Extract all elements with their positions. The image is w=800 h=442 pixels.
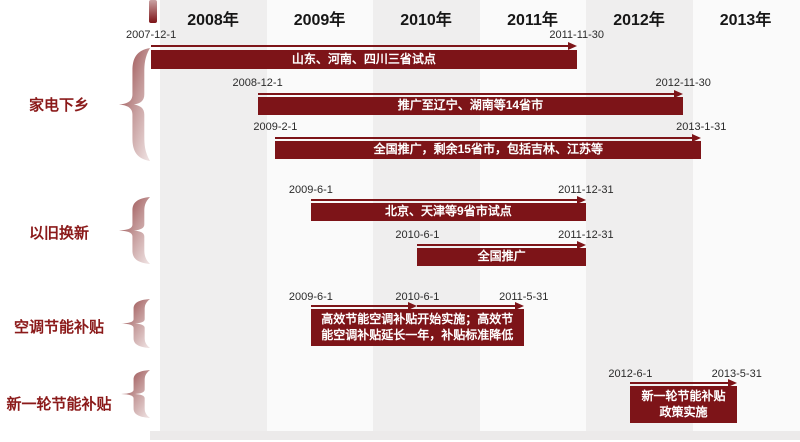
group-brace-icon [121, 299, 150, 348]
bar-start-date: 2010-6-1 [395, 229, 440, 241]
bar-label: 山东、河南、四川三省试点 [291, 51, 436, 66]
arrow-line [310, 305, 410, 307]
decor-fragment [149, 0, 157, 23]
arrow-head-icon [727, 379, 737, 387]
group-label: 以旧换新 [28, 225, 89, 242]
duration-arrow [417, 241, 586, 250]
arrow-head-icon [692, 134, 702, 142]
arrow-line [630, 382, 729, 384]
arrow-head-icon [576, 241, 586, 249]
timeline-bar: 北京、天津等9省市试点 [310, 203, 586, 221]
bar-end-date: 2011-5-31 [499, 291, 549, 303]
duration-arrow [417, 302, 524, 311]
bar-label: 全国推广 [477, 249, 526, 264]
bottom-strip [150, 431, 800, 440]
duration-arrow [151, 42, 577, 51]
arrow-line [310, 199, 578, 201]
bar-start-date: 2012-6-1 [608, 368, 653, 380]
arrow-head-icon [514, 302, 524, 310]
year-tick-label: 2011年 [507, 12, 558, 29]
arrow-line [151, 45, 569, 47]
arrow-line [417, 244, 578, 246]
year-column [160, 0, 267, 431]
bar-start-date: 2009-6-1 [288, 184, 333, 196]
timeline-bar: 山东、河南、四川三省试点 [151, 50, 577, 69]
arrow-head-icon [576, 196, 586, 204]
group-label: 空调节能补贴 [13, 319, 104, 336]
bar-label-line: 高效节能空调补贴开始实施；高效节 [321, 311, 514, 326]
bar-end-date: 2013-1-31 [676, 121, 727, 133]
timeline-bar: 新一轮节能补贴 政策实施 [630, 386, 737, 423]
bar-mid-date: 2010-6-1 [395, 291, 440, 303]
arrow-line [257, 93, 676, 95]
group-brace-icon [121, 370, 150, 418]
timeline-bar: 全国推广 [417, 248, 586, 266]
bar-start-date: 2007-12-1 [126, 29, 177, 41]
year-column [692, 0, 800, 431]
bar-label-line: 政策实施 [659, 404, 708, 419]
bar-label: 全国推广，剩余15省市，包括吉林、江苏等 [373, 142, 603, 157]
year-tick-label: 2010年 [400, 12, 452, 29]
group-label: 新一轮节能补贴 [6, 396, 112, 413]
year-tick-label: 2012年 [613, 12, 665, 29]
timeline-bar: 高效节能空调补贴开始实施；高效节 能空调补贴延长一年，补贴标准降低 [310, 309, 524, 346]
arrow-line [275, 137, 694, 139]
arrow-head-icon [408, 302, 418, 310]
bar-label-line: 新一轮节能补贴 [641, 388, 726, 403]
duration-arrow [310, 302, 418, 311]
bar-label-line: 能空调补贴延长一年，补贴标准降低 [321, 327, 514, 342]
year-tick-label: 2013年 [719, 12, 772, 29]
bar-start-date: 2009-2-1 [253, 121, 298, 133]
bar-end-date: 2012-11-30 [655, 77, 711, 89]
year-column [586, 0, 693, 431]
bar-start-date: 2008-12-1 [232, 77, 283, 89]
group-label: 家电下乡 [28, 97, 89, 114]
arrow-line [417, 305, 516, 307]
year-tick-label: 2009年 [293, 12, 346, 29]
group-brace-icon [119, 48, 150, 161]
bar-label: 推广至辽宁、湖南等14省市 [397, 98, 544, 113]
bar-end-date: 2011-12-31 [558, 184, 614, 196]
bar-start-date: 2009-6-1 [288, 291, 333, 303]
duration-arrow [275, 134, 702, 143]
arrow-head-icon [567, 42, 577, 50]
duration-arrow [257, 90, 684, 99]
group-brace-icon [119, 197, 150, 264]
bar-end-date: 2011-11-30 [549, 29, 605, 41]
year-tick-label: 2008年 [187, 12, 239, 29]
bar-label: 北京、天津等9省市试点 [385, 204, 512, 219]
timeline-bar: 推广至辽宁、湖南等14省市 [257, 97, 684, 115]
bar-end-date: 2013-5-31 [711, 368, 762, 380]
duration-arrow [310, 196, 586, 205]
timeline-bar: 全国推广，剩余15省市，包括吉林、江苏等 [275, 141, 702, 159]
duration-arrow [630, 379, 737, 388]
arrow-head-icon [674, 90, 684, 98]
bar-end-date: 2011-12-31 [558, 229, 614, 241]
